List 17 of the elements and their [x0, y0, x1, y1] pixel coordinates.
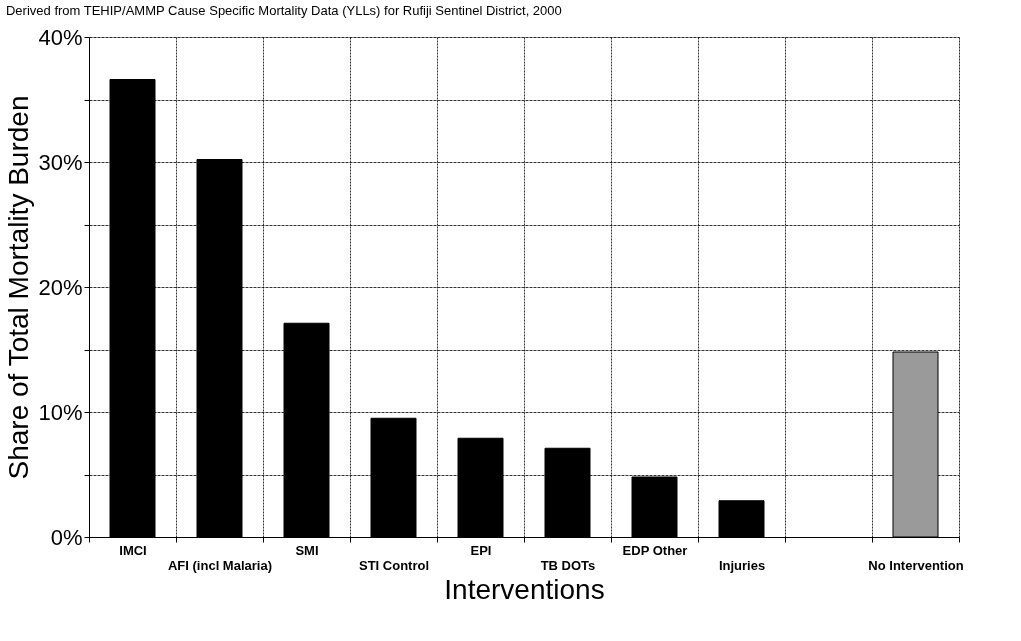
x-tick-label: AFI (incl Malaria): [167, 557, 273, 573]
x-tick-label: IMCI: [119, 542, 147, 558]
chart-title: Derived from TEHIP/AMMP Cause Specific Mortality Data (YLLs) for Rufiji Sentinel District, 2000: [5, 3, 562, 18]
y-tick-label: 30%: [38, 149, 83, 175]
x-axis-title: Interventions: [444, 573, 605, 605]
x-tick-label: Injuries: [718, 557, 766, 573]
y-tick-label: 0%: [50, 524, 83, 550]
x-tick-label: TB DOTs: [540, 557, 596, 573]
x-tick-label: No Intervention: [868, 557, 964, 573]
x-tick-label: EPI: [470, 542, 492, 558]
x-tick-label: STI Control: [358, 557, 430, 573]
y-tick-label: 40%: [38, 24, 83, 50]
y-tick-label: 10%: [38, 399, 83, 425]
x-tick-label: SMI: [295, 542, 319, 558]
y-axis-title: Share of Total Mortality Burden: [3, 95, 35, 480]
y-tick-label: 20%: [38, 274, 83, 300]
x-tick-label: EDP Other: [622, 542, 688, 558]
